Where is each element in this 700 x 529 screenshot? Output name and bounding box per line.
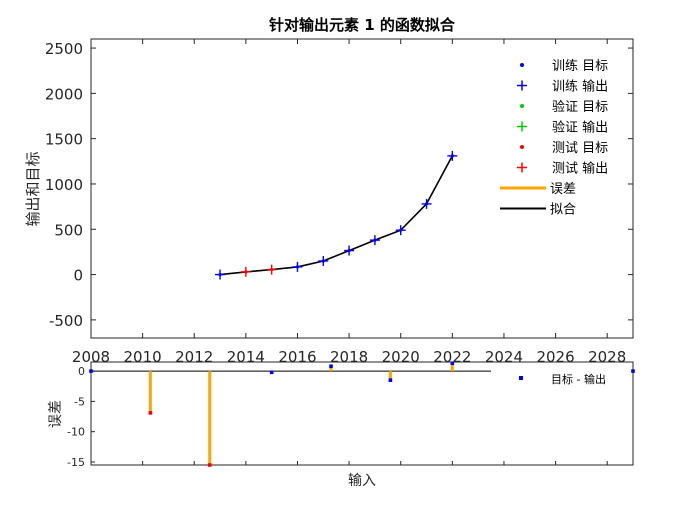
fit-output-point xyxy=(292,261,303,272)
fit-y-tick-label: 2500 xyxy=(45,40,83,58)
fit-legend-entry: 验证 目标 xyxy=(520,99,608,115)
fit-legend-label: 验证 目标 xyxy=(552,99,608,115)
error-legend-label: 目标 - 输出 xyxy=(551,372,606,386)
error-y-tick-label: -15 xyxy=(67,456,85,469)
fit-y-tick-label: 1000 xyxy=(45,176,83,194)
fit-legend-label: 验证 输出 xyxy=(552,120,608,136)
fit-legend-entry: 拟合 xyxy=(500,203,576,218)
fit-y-ticks: -500 0 500 1000 1500 2000 2500 xyxy=(45,40,633,330)
fit-legend-label: 训练 目标 xyxy=(552,59,608,74)
error-bar xyxy=(631,369,635,373)
error-y-axis-label: 误差 xyxy=(48,400,64,428)
fit-legend-entry: 训练 目标 xyxy=(520,59,608,74)
fit-chart-title: 针对输出元素 1 的函数拟合 xyxy=(269,16,456,34)
error-bar xyxy=(388,371,393,382)
error-y-tick-label: -10 xyxy=(67,426,85,439)
fit-legend-entry: 测试 目标 xyxy=(520,141,608,156)
error-bar xyxy=(329,364,333,372)
fit-legend-entry: 误差 xyxy=(500,182,576,197)
fit-legend-label: 测试 目标 xyxy=(552,141,608,156)
fit-legend-entry: 验证 输出 xyxy=(517,120,608,136)
fit-legend-entry: 测试 输出 xyxy=(517,161,608,177)
error-y-tick-label: -5 xyxy=(74,395,85,408)
error-bar xyxy=(450,361,455,372)
error-chart: 误差 输入 0 -5 -10 -15 目标 - 输出 xyxy=(48,361,635,489)
fit-legend-label: 拟合 xyxy=(550,203,576,218)
fit-output-point xyxy=(395,225,406,236)
error-bar xyxy=(207,371,212,467)
legend-dot-marker xyxy=(520,104,524,108)
fit-output-point xyxy=(421,198,432,209)
fit-legend-entry: 训练 输出 xyxy=(517,79,608,95)
fit-y-tick-label: 1500 xyxy=(45,131,83,149)
fit-y-axis-label: 输出和目标 xyxy=(24,151,42,226)
error-bar xyxy=(269,370,274,375)
legend-dot-marker xyxy=(520,145,524,149)
fit-legend-label: 训练 输出 xyxy=(552,79,608,95)
fit-y-tick-label: 2000 xyxy=(45,85,83,103)
legend-square-marker xyxy=(519,376,523,380)
fit-series xyxy=(215,150,458,280)
fit-output-point xyxy=(215,269,226,280)
fit-line xyxy=(219,155,454,276)
fit-chart: 针对输出元素 1 的函数拟合 输出和目标 -500 0 500 1000 1500 200… xyxy=(24,16,634,366)
fit-y-tick-label: 0 xyxy=(73,267,83,285)
error-bar xyxy=(148,371,153,415)
fit-output-point xyxy=(369,235,380,246)
fit-output-point xyxy=(240,266,251,277)
fit-output-point xyxy=(266,264,277,275)
fit-legend-label: 测试 输出 xyxy=(552,161,608,177)
fit-output-point xyxy=(447,150,458,161)
fit-y-tick-label: -500 xyxy=(49,312,83,330)
error-x-axis-label: 输入 xyxy=(348,473,376,489)
error-plot-area xyxy=(90,361,634,466)
legend-dot-marker xyxy=(520,63,524,67)
fit-y-tick-label: 500 xyxy=(54,221,83,239)
fit-output-point xyxy=(318,255,329,266)
fit-legend-label: 误差 xyxy=(550,182,576,197)
error-series xyxy=(89,361,635,467)
error-legend-entry: 目标 - 输出 xyxy=(519,372,606,386)
error-legend: 目标 - 输出 xyxy=(519,372,606,386)
error-y-tick-label: 0 xyxy=(78,365,85,378)
fit-output-point xyxy=(344,245,355,256)
error-bar xyxy=(89,369,93,373)
